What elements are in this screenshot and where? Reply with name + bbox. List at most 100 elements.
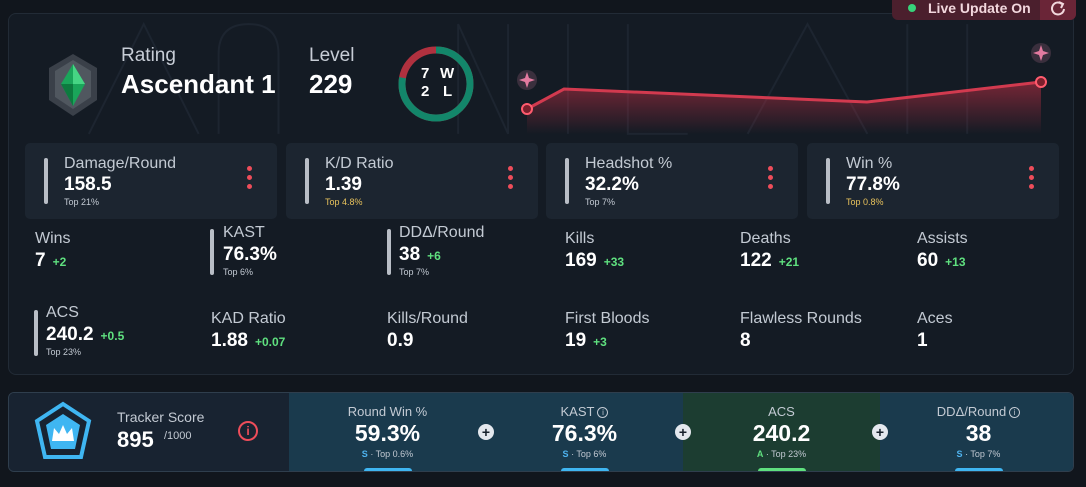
- segment-percentile: Top 7%: [970, 449, 1001, 459]
- segment-value: 38: [965, 420, 992, 446]
- tracker-segment-round-win[interactable]: Round Win % 59.3% S · Top 0.6%: [289, 393, 486, 471]
- segment-grade-indicator: [560, 468, 609, 471]
- segment-grade-letter: S: [562, 449, 569, 459]
- stat-kast[interactable]: KAST 76.3% Top 6%: [223, 224, 277, 277]
- stat-kad-ratio[interactable]: KAD Ratio 1.88 +0.07: [211, 310, 286, 352]
- more-options-icon[interactable]: [768, 166, 774, 189]
- segment-grade-letter: S: [956, 449, 963, 459]
- stat-card-percentile: Top 0.8%: [846, 197, 884, 207]
- trend-point-end: [1035, 76, 1047, 88]
- tracker-score-value: 895: [117, 427, 154, 452]
- plus-icon: +: [478, 424, 494, 440]
- tracker-score-bar: Tracker Score 895 /1000 i Round Win % 59…: [8, 392, 1074, 472]
- stat-assists[interactable]: Assists 60 +13: [917, 230, 968, 272]
- info-icon[interactable]: i: [238, 421, 258, 441]
- stat-delta: +6: [427, 249, 441, 263]
- trend-point-start: [521, 103, 533, 115]
- stat-percentile: Top 6%: [223, 267, 254, 277]
- wins-count: 7: [421, 65, 430, 82]
- live-status-dot: [908, 4, 916, 12]
- stat-card-value: 1.39: [325, 174, 362, 195]
- stat-card-win-percent[interactable]: Win % 77.8% Top 0.8%: [807, 143, 1059, 219]
- stat-ddr[interactable]: DDΔ/Round 38 +6 Top 7%: [399, 224, 484, 277]
- trend-area: [527, 82, 1041, 134]
- level-label: Level: [309, 45, 355, 66]
- more-options-icon[interactable]: [508, 166, 514, 189]
- segment-title: DDΔ/Round i: [880, 404, 1073, 419]
- stat-acs[interactable]: ACS 240.2 +0.5 Top 23%: [46, 304, 124, 357]
- stat-title: DDΔ/Round: [399, 224, 485, 241]
- rating-value: Ascendant 1: [121, 69, 276, 99]
- rank-marker-start-icon: [517, 70, 537, 90]
- tracker-segment-kast[interactable]: KAST i 76.3% S · Top 6%: [486, 393, 683, 471]
- refresh-icon[interactable]: [1040, 0, 1076, 20]
- stat-delta: +0.5: [100, 329, 125, 343]
- stat-indicator: [387, 229, 391, 275]
- stat-kills-round[interactable]: Kills/Round 0.9: [387, 310, 468, 352]
- stat-aces[interactable]: Aces 1: [917, 310, 953, 352]
- stat-percentile: Top 23%: [46, 347, 82, 357]
- stat-first-bloods[interactable]: First Bloods 19 +3: [565, 310, 649, 352]
- segment-percentile: Top 6%: [576, 449, 607, 459]
- stat-value: 7: [35, 250, 46, 271]
- stat-value: 19: [565, 330, 587, 351]
- stat-delta: +0.07: [254, 335, 286, 349]
- live-update-toggle[interactable]: Live Update On: [892, 0, 1076, 20]
- stat-card-damage-round[interactable]: Damage/Round 158.5 Top 21%: [25, 143, 277, 219]
- segment-grade: S · Top 7%: [956, 449, 1001, 459]
- tracker-segment-ddr[interactable]: DDΔ/Round i 38 S · Top 7%: [880, 393, 1073, 471]
- stat-card-percentile: Top 7%: [585, 197, 616, 207]
- stat-value: 0.9: [387, 330, 414, 351]
- rating-trend-chart: [517, 43, 1051, 134]
- more-options-icon[interactable]: [1029, 166, 1035, 189]
- stat-title: Assists: [917, 230, 968, 247]
- stat-card-title: Headshot %: [585, 155, 673, 172]
- stat-indicator: [210, 229, 214, 275]
- stat-title: KAD Ratio: [211, 310, 286, 327]
- stat-kills[interactable]: Kills 169 +33: [565, 230, 624, 272]
- stat-value: 1.88: [211, 330, 248, 351]
- segment-grade: S · Top 0.6%: [361, 449, 414, 459]
- stat-card-value: 77.8%: [846, 174, 900, 195]
- stat-card-kd-ratio[interactable]: K/D Ratio 1.39 Top 4.8%: [286, 143, 538, 219]
- stat-delta: +2: [52, 255, 67, 269]
- segment-grade-indicator: [954, 468, 1003, 471]
- overview-card: Rating Ascendant 1 Level 229 7 W 2 L: [8, 13, 1074, 375]
- stat-card-indicator: [44, 158, 48, 204]
- stat-title: KAST: [223, 224, 265, 241]
- info-icon[interactable]: i: [597, 407, 609, 418]
- stat-card-indicator: [305, 158, 309, 204]
- stat-value: 122: [740, 250, 772, 271]
- wins-letter: W: [440, 65, 455, 82]
- live-update-label: Live Update On: [928, 0, 1031, 16]
- segment-value: 76.3%: [551, 420, 618, 446]
- segment-grade: S · Top 6%: [562, 449, 607, 459]
- stat-card-title: K/D Ratio: [325, 155, 394, 172]
- info-icon[interactable]: i: [1009, 407, 1021, 418]
- stat-card-value: 32.2%: [585, 174, 639, 195]
- stat-flawless-rounds[interactable]: Flawless Rounds 8: [740, 310, 862, 352]
- segment-grade-indicator: [363, 468, 412, 471]
- rating-label: Rating: [121, 45, 176, 66]
- stat-title: Aces: [917, 310, 953, 327]
- tracker-crown-icon: [31, 401, 95, 465]
- segment-title: ACS: [768, 404, 795, 419]
- tracker-segment-acs[interactable]: ACS 240.2 A · Top 23%: [683, 393, 880, 471]
- stat-value: 76.3%: [223, 244, 277, 265]
- plus-icon: +: [675, 424, 691, 440]
- plus-icon: +: [872, 424, 888, 440]
- segment-value: 59.3%: [354, 420, 421, 446]
- stat-card-title: Win %: [846, 155, 893, 172]
- stat-deaths[interactable]: Deaths 122 +21: [740, 230, 799, 272]
- stat-percentile: Top 7%: [399, 267, 430, 277]
- stat-wins[interactable]: Wins 7 +2: [35, 230, 71, 272]
- tracker-score-label: Tracker Score: [117, 409, 205, 425]
- segment-grade-indicator: [757, 468, 806, 471]
- stat-delta: +3: [593, 335, 607, 349]
- more-options-icon[interactable]: [247, 166, 253, 189]
- stat-title: Kills: [565, 230, 595, 247]
- segment-title: Round Win %: [347, 404, 428, 419]
- losses-letter: L: [443, 83, 453, 100]
- stat-card-headshot[interactable]: Headshot % 32.2% Top 7%: [546, 143, 798, 219]
